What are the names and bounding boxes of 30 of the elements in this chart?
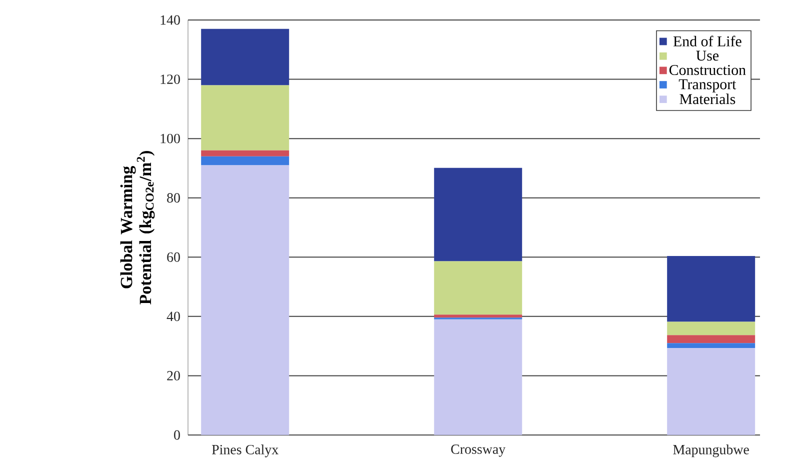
bar [201,165,290,435]
legend-label: Transport [678,79,736,92]
bar [201,156,290,166]
legend-label: Materials [680,94,736,104]
bar [667,348,756,435]
legend-label: Use [696,50,719,61]
bar [667,335,756,344]
y-tick-label: 20 [167,371,180,380]
x-tick-label: Crossway [451,444,506,457]
bar [434,168,522,262]
y-tick-label: 80 [167,193,180,203]
y-tick-label: 120 [160,74,180,84]
bar [201,28,290,86]
y-tick-label: 60 [167,252,180,262]
y-tick-label: 140 [160,15,180,25]
bar [667,256,756,322]
legend-label: End of Life [673,36,742,46]
y-tick-label: 0 [174,430,180,440]
bar [667,322,756,336]
x-tick-label: Pines Calyx [212,444,278,458]
x-tick-label: Mapungubwe [673,444,749,458]
bar [434,319,522,435]
bar [201,150,290,156]
legend-label: Construction [669,65,746,76]
y-tick-label: 40 [166,312,180,322]
bar [434,314,522,318]
bar [201,85,290,150]
bar [667,343,756,348]
y-tick-label: 100 [160,134,180,144]
bar [434,261,522,315]
